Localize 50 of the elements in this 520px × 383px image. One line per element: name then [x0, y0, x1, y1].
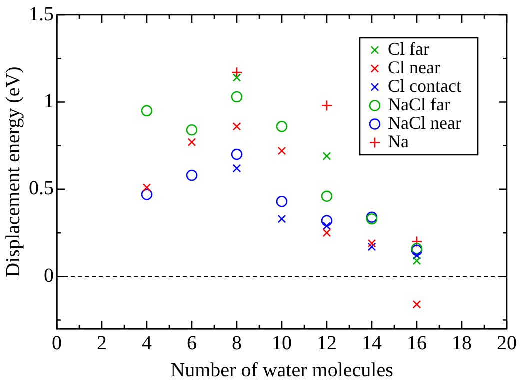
- x-tick-label: 10: [272, 332, 292, 354]
- point: [278, 146, 286, 156]
- x-tick-label: 12: [317, 332, 337, 354]
- point: [368, 239, 376, 248]
- point: [141, 105, 153, 117]
- point: [142, 184, 152, 192]
- point: [278, 214, 286, 224]
- point: [321, 215, 333, 226]
- x-tick-label: 14: [362, 332, 382, 354]
- point: [322, 152, 332, 160]
- legend-label: NaCl far: [388, 94, 450, 114]
- x-tick-label: 4: [142, 332, 152, 354]
- point: [231, 148, 243, 160]
- point: [321, 100, 333, 112]
- point: [232, 164, 242, 173]
- point: [412, 256, 422, 266]
- point: [231, 91, 243, 103]
- point: [276, 196, 288, 208]
- x-axis-title: Number of water molecules: [170, 359, 394, 382]
- y-tick-label: 1.5: [29, 3, 54, 26]
- point: [276, 120, 288, 132]
- x-tick-label: 18: [452, 332, 472, 354]
- point: [188, 138, 196, 147]
- y-tick-label: 1: [44, 90, 54, 112]
- point: [368, 242, 376, 252]
- y-tick-label: 0.5: [29, 178, 54, 200]
- point: [186, 170, 198, 182]
- y-axis-title: Displacement energy (eV): [2, 66, 24, 278]
- y-tick-label: 0: [44, 264, 54, 287]
- point: [141, 189, 153, 200]
- x-tick-label: 20: [497, 332, 517, 354]
- legend-label: Cl far: [388, 38, 430, 59]
- legend-label: Cl contact: [388, 76, 462, 96]
- point: [322, 222, 332, 230]
- x-tick-label: 16: [407, 332, 427, 354]
- legend-label: Na: [388, 131, 409, 152]
- point: [231, 66, 243, 78]
- point: [412, 252, 422, 260]
- point: [321, 190, 333, 202]
- point: [232, 74, 242, 82]
- legend-label: NaCl near: [388, 112, 462, 133]
- x-tick-label: 2: [97, 332, 107, 354]
- legend-label: Cl near: [388, 57, 440, 78]
- point: [186, 124, 198, 136]
- point: [412, 300, 422, 309]
- point: [322, 228, 332, 238]
- x-tick-label: 8: [232, 332, 242, 354]
- x-tick-label: 6: [187, 332, 197, 354]
- point: [232, 122, 242, 131]
- point: [411, 236, 423, 248]
